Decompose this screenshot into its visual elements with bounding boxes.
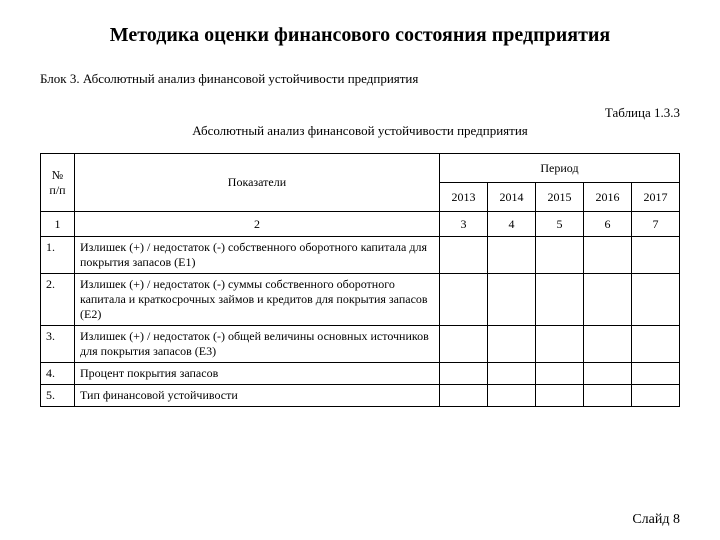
row-value [631,237,679,274]
row-value [583,274,631,326]
row-number: 1. [41,237,75,274]
colnum-cell: 7 [631,212,679,237]
row-indicator: Излишек (+) / недостаток (-) общей велич… [75,326,440,363]
block-label: Блок 3. Абсолютный анализ финансовой уст… [40,71,680,87]
page-title: Методика оценки финансового состояния пр… [40,24,680,47]
row-value [439,326,487,363]
row-value [487,326,535,363]
col-header-year: 2017 [631,183,679,212]
row-value [487,385,535,407]
table-colnum-row: 1 2 3 4 5 6 7 [41,212,680,237]
table-row: 2. Излишек (+) / недостаток (-) суммы со… [41,274,680,326]
colnum-cell: 5 [535,212,583,237]
slide: Методика оценки финансового состояния пр… [0,0,720,540]
table-row: 4. Процент покрытия запасов [41,363,680,385]
row-value [631,326,679,363]
table-row: 1. Излишек (+) / недостаток (-) собствен… [41,237,680,274]
col-header-indicators: Показатели [75,154,440,212]
colnum-cell: 1 [41,212,75,237]
row-value [535,326,583,363]
row-indicator: Процент покрытия запасов [75,363,440,385]
col-header-year: 2014 [487,183,535,212]
row-value [535,363,583,385]
colnum-cell: 4 [487,212,535,237]
row-value [583,237,631,274]
table-number: Таблица 1.3.3 [40,105,680,121]
row-value [439,363,487,385]
row-value [487,237,535,274]
row-value [535,237,583,274]
row-value [439,237,487,274]
table-row: 3. Излишек (+) / недостаток (-) общей ве… [41,326,680,363]
row-value [487,363,535,385]
row-value [631,363,679,385]
row-value [631,385,679,407]
row-indicator: Излишек (+) / недостаток (-) собственног… [75,237,440,274]
row-value [535,385,583,407]
row-indicator: Излишек (+) / недостаток (-) суммы собст… [75,274,440,326]
col-header-num: № п/п [41,154,75,212]
table-row: 5. Тип финансовой устойчивости [41,385,680,407]
row-value [439,274,487,326]
row-number: 2. [41,274,75,326]
row-value [631,274,679,326]
col-header-year: 2015 [535,183,583,212]
row-value [583,326,631,363]
row-number: 3. [41,326,75,363]
colnum-cell: 3 [439,212,487,237]
row-value [535,274,583,326]
col-header-period: Период [439,154,679,183]
col-header-year: 2016 [583,183,631,212]
table-header-row-1: № п/п Показатели Период [41,154,680,183]
row-value [439,385,487,407]
row-value [583,363,631,385]
colnum-cell: 6 [583,212,631,237]
row-value [487,274,535,326]
colnum-cell: 2 [75,212,440,237]
table-caption: Абсолютный анализ финансовой устойчивост… [40,123,680,139]
row-indicator: Тип финансовой устойчивости [75,385,440,407]
slide-number: Слайд 8 [632,512,680,528]
row-number: 5. [41,385,75,407]
row-number: 4. [41,363,75,385]
row-value [583,385,631,407]
data-table: № п/п Показатели Период 2013 2014 2015 2… [40,153,680,407]
col-header-year: 2013 [439,183,487,212]
